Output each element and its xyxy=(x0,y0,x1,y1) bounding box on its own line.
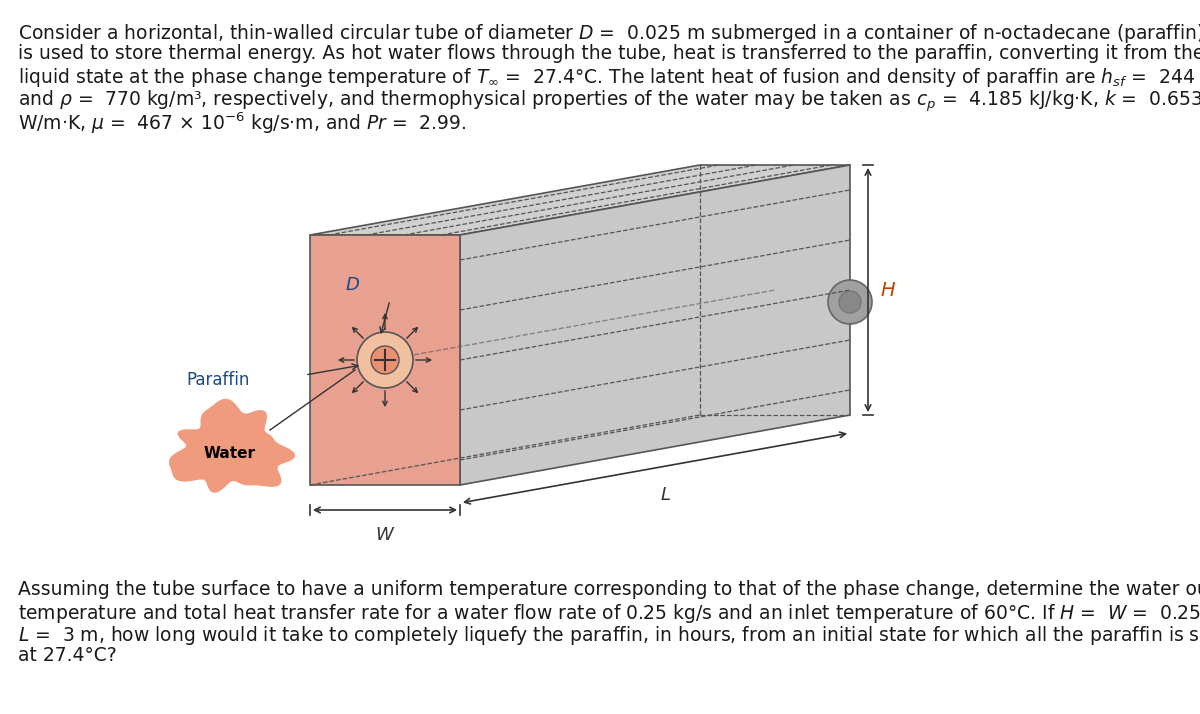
Circle shape xyxy=(839,291,862,313)
Text: liquid state at the phase change temperature of $T_\infty$ =  27.4°C. The latent: liquid state at the phase change tempera… xyxy=(18,66,1200,89)
Text: Water: Water xyxy=(204,446,256,461)
Polygon shape xyxy=(460,165,850,485)
Text: $H$: $H$ xyxy=(880,281,896,299)
Polygon shape xyxy=(169,398,295,493)
Polygon shape xyxy=(310,165,850,235)
Circle shape xyxy=(371,346,398,374)
Text: $D$: $D$ xyxy=(346,276,360,294)
Text: $L$: $L$ xyxy=(660,486,671,504)
Text: Consider a horizontal, thin-walled circular tube of diameter $D$ =  0.025 m subm: Consider a horizontal, thin-walled circu… xyxy=(18,22,1200,45)
Text: W/m·K, $\mu$ =  467 × 10$^{-6}$ kg/s·m, and $Pr$ =  2.99.: W/m·K, $\mu$ = 467 × 10$^{-6}$ kg/s·m, a… xyxy=(18,110,467,136)
Text: temperature and total heat transfer rate for a water flow rate of 0.25 kg/s and : temperature and total heat transfer rate… xyxy=(18,602,1200,625)
Text: $W$: $W$ xyxy=(374,526,395,544)
Text: is used to store thermal energy. As hot water flows through the tube, heat is tr: is used to store thermal energy. As hot … xyxy=(18,44,1200,63)
Text: Assuming the tube surface to have a uniform temperature corresponding to that of: Assuming the tube surface to have a unif… xyxy=(18,580,1200,599)
Circle shape xyxy=(358,332,413,388)
Text: and $\rho$ =  770 kg/m³, respectively, and thermophysical properties of the wate: and $\rho$ = 770 kg/m³, respectively, an… xyxy=(18,88,1200,114)
Polygon shape xyxy=(310,235,460,485)
Text: $L$ =  3 m, how long would it take to completely liquefy the paraffin, in hours,: $L$ = 3 m, how long would it take to com… xyxy=(18,624,1200,647)
Text: at 27.4°C?: at 27.4°C? xyxy=(18,646,116,665)
Circle shape xyxy=(828,280,872,324)
Text: Paraffin: Paraffin xyxy=(187,371,250,389)
